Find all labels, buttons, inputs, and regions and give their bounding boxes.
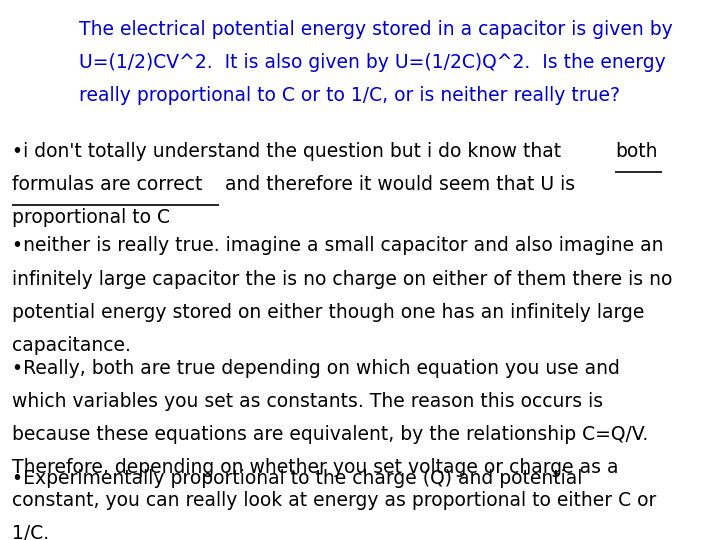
Text: U=(1/2)CV^2.  It is also given by U=(1/2C)Q^2.  Is the energy: U=(1/2)CV^2. It is also given by U=(1/2C… (79, 53, 665, 72)
Text: •Really, both are true depending on which equation you use and: •Really, both are true depending on whic… (12, 359, 620, 377)
Text: really proportional to C or to 1/C, or is neither really true?: really proportional to C or to 1/C, or i… (79, 86, 620, 105)
Text: constant, you can really look at energy as proportional to either C or: constant, you can really look at energy … (12, 491, 657, 510)
Text: proportional to C: proportional to C (12, 208, 170, 227)
Text: potential energy stored on either though one has an infinitely large: potential energy stored on either though… (12, 302, 644, 322)
Text: •Experimentally proportional to the charge (Q) and potential: •Experimentally proportional to the char… (12, 469, 582, 488)
Text: capacitance.: capacitance. (12, 336, 131, 355)
Text: Therefore, depending on whether you set voltage or charge as a: Therefore, depending on whether you set … (12, 458, 618, 477)
Text: and therefore it would seem that U is: and therefore it would seem that U is (219, 176, 575, 194)
Text: because these equations are equivalent, by the relationship C=Q/V.: because these equations are equivalent, … (12, 424, 649, 444)
Text: infinitely large capacitor the is no charge on either of them there is no: infinitely large capacitor the is no cha… (12, 269, 672, 288)
Text: which variables you set as constants. The reason this occurs is: which variables you set as constants. Th… (12, 392, 603, 410)
Text: •i don't totally understand the question but i do know that: •i don't totally understand the question… (12, 143, 567, 161)
Text: •neither is really true. imagine a small capacitor and also imagine an: •neither is really true. imagine a small… (12, 237, 664, 255)
Text: both: both (616, 143, 658, 161)
Text: formulas are correct: formulas are correct (12, 176, 202, 194)
Text: 1/C.: 1/C. (12, 524, 49, 540)
Text: The electrical potential energy stored in a capacitor is given by: The electrical potential energy stored i… (79, 21, 672, 39)
